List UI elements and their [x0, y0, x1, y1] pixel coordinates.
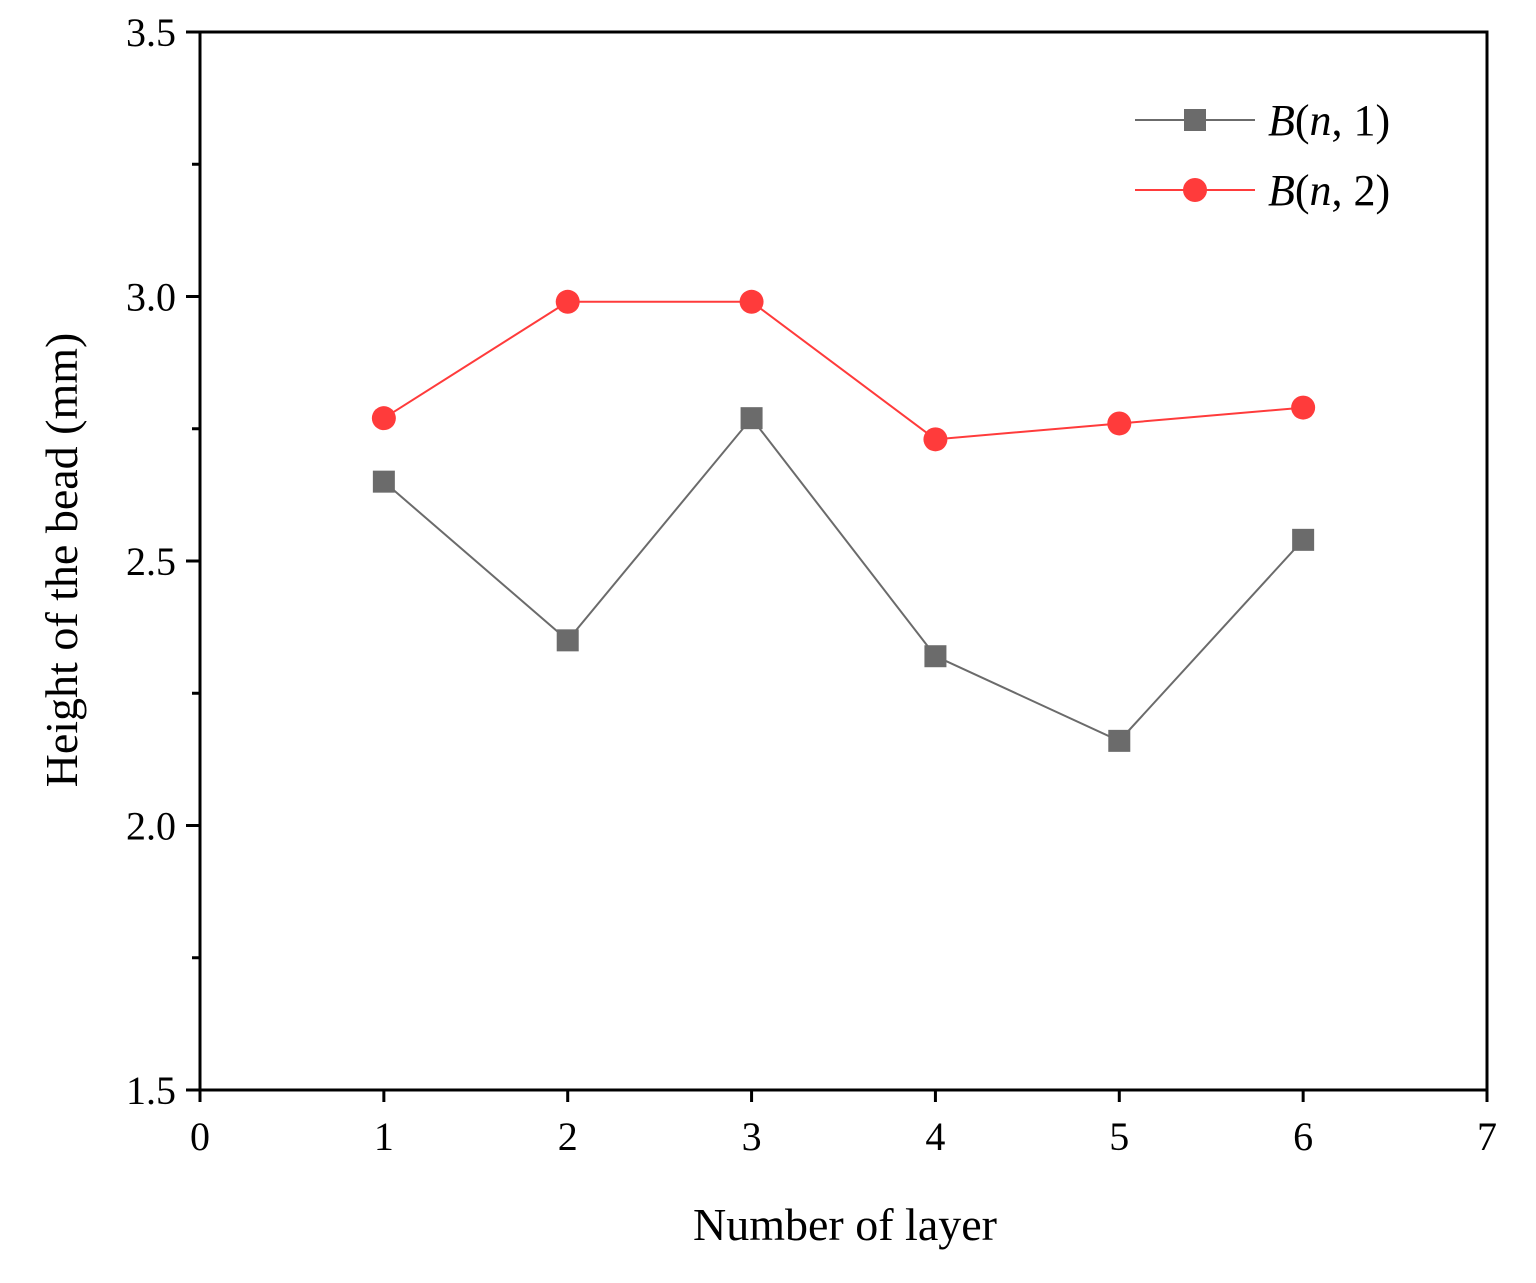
data-point: [1291, 395, 1316, 420]
legend-item: B(n, 1): [1135, 96, 1390, 145]
x-tick-label: 3: [742, 1114, 762, 1159]
data-point: [924, 645, 947, 668]
data-point: [740, 407, 763, 430]
data-point: [923, 427, 948, 452]
x-tick-label: 7: [1477, 1114, 1497, 1159]
x-tick-label: 5: [1109, 1114, 1129, 1159]
axes: 0 1 2 3 4 5 6 7 1.5 2.0 2.5 3.0 3.5: [126, 10, 1497, 1159]
y-tick-label: 2.0: [126, 804, 176, 849]
series-layer: [371, 289, 1316, 752]
data-point: [1108, 729, 1131, 752]
legend-item: B(n, 2): [1135, 166, 1390, 215]
x-axis-title: Number of layer: [693, 1199, 997, 1250]
y-tick-label: 3.5: [126, 10, 176, 55]
data-point: [556, 629, 579, 652]
legend-label: B(n, 2): [1268, 166, 1390, 215]
y-tick-label: 2.5: [126, 539, 176, 584]
series-1: [372, 407, 1315, 752]
data-point: [739, 289, 764, 314]
series-line: [383, 416, 1304, 743]
legend: B(n, 1) B(n, 2): [1135, 96, 1390, 215]
x-tick-label: 0: [190, 1114, 210, 1159]
y-tick-label: 1.5: [126, 1068, 176, 1113]
legend-marker: [1184, 109, 1206, 131]
y-tick-label: 3.0: [126, 275, 176, 320]
data-point: [1292, 528, 1315, 551]
x-tick-label: 2: [558, 1114, 578, 1159]
y-axis-title: Height of the bead (mm): [36, 333, 87, 788]
series-line: [383, 300, 1304, 441]
data-point: [1107, 411, 1132, 436]
x-tick-label: 1: [374, 1114, 394, 1159]
data-point: [371, 406, 396, 431]
axis-titles: Number of layer Height of the bead (mm): [36, 333, 997, 1250]
x-tick-label: 6: [1293, 1114, 1313, 1159]
data-point: [372, 470, 395, 493]
series-2: [371, 289, 1316, 452]
x-tick-label: 4: [925, 1114, 945, 1159]
legend-label: B(n, 1): [1268, 96, 1390, 145]
legend-marker: [1183, 178, 1207, 202]
data-point: [555, 289, 580, 314]
